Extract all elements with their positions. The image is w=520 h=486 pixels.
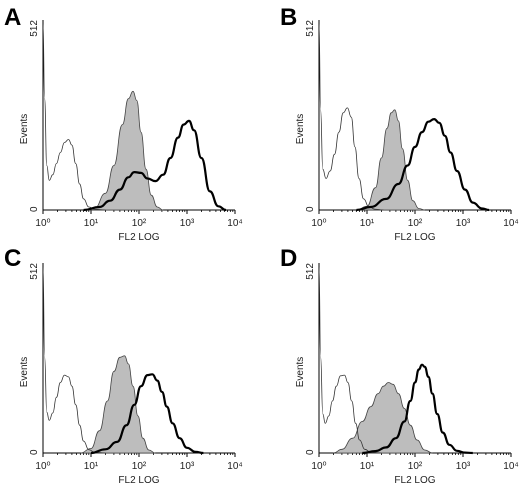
bold-outline-histogram bbox=[83, 119, 227, 212]
x-tick-label: 10⁴ bbox=[227, 461, 242, 472]
x-tick-label: 10¹ bbox=[360, 218, 375, 229]
gray-filled-histogram bbox=[86, 90, 164, 211]
y-tick-label: 0 bbox=[305, 449, 316, 455]
x-tick-label: 10⁴ bbox=[503, 461, 518, 472]
x-tick-label: 10⁰ bbox=[35, 218, 50, 229]
y-axis-label: Events bbox=[295, 114, 306, 145]
histogram-panel-d: D 10⁰ 10¹ 10² 10³ 10⁴ 512 0 FL2 LOG Events bbox=[266, 243, 520, 486]
x-tick-label: 10⁰ bbox=[311, 218, 326, 229]
histogram-b: 10⁰ 10¹ 10² 10³ 10⁴ 512 0 FL2 LOG Events bbox=[295, 20, 519, 243]
panel-label: B bbox=[280, 4, 298, 31]
x-tick-label: 10¹ bbox=[360, 461, 375, 472]
y-tick-label: 0 bbox=[29, 449, 40, 455]
histogram-panel-b: B 10⁰ 10¹ 10² 10³ 10⁴ 512 0 FL2 LOG Events bbox=[266, 0, 520, 244]
bold-outline-histogram bbox=[356, 117, 490, 212]
thin-outline-histogram bbox=[318, 267, 382, 454]
histogram-a: 10⁰ 10¹ 10² 10³ 10⁴ 512 0 FL2 LOG Events bbox=[19, 20, 243, 243]
y-tick-label: 0 bbox=[305, 206, 316, 212]
gray-filled-histogram bbox=[333, 382, 433, 454]
gray-filled-histogram bbox=[80, 355, 156, 454]
y-tick-label: 512 bbox=[29, 20, 40, 37]
panel-label: C bbox=[4, 245, 22, 272]
y-tick-label: 0 bbox=[29, 206, 40, 212]
histogram-panel-a: A 10⁰ 10¹ 10² 10³ 10⁴ 512 0 FL2 LOG Events bbox=[0, 0, 260, 244]
x-tick-label: 10³ bbox=[456, 218, 471, 229]
x-tick-label: 10¹ bbox=[84, 218, 99, 229]
x-tick-label: 10² bbox=[132, 218, 147, 229]
panel-label: A bbox=[4, 4, 22, 31]
thin-outline-histogram bbox=[318, 24, 384, 211]
x-tick-label: 10³ bbox=[180, 461, 195, 472]
x-tick-label: 10⁰ bbox=[311, 461, 326, 472]
x-axis-label: FL2 LOG bbox=[394, 475, 435, 486]
x-tick-label: 10² bbox=[408, 218, 423, 229]
y-axis-label: Events bbox=[19, 114, 30, 145]
panel-label: D bbox=[280, 245, 298, 272]
x-tick-label: 10³ bbox=[456, 461, 471, 472]
x-tick-label: 10⁴ bbox=[227, 218, 242, 229]
x-tick-label: 10¹ bbox=[84, 461, 99, 472]
y-tick-label: 512 bbox=[29, 263, 40, 280]
bold-outline-histogram bbox=[90, 373, 204, 455]
histogram-panel-c: C 10⁰ 10¹ 10² 10³ 10⁴ 512 0 FL2 LOG Events bbox=[0, 243, 260, 486]
histogram-d: 10⁰ 10¹ 10² 10³ 10⁴ 512 0 FL2 LOG Events bbox=[295, 263, 519, 486]
y-tick-label: 512 bbox=[305, 20, 316, 37]
x-axis-label: FL2 LOG bbox=[118, 475, 159, 486]
gray-filled-histogram bbox=[356, 109, 425, 211]
x-tick-label: 10³ bbox=[180, 218, 195, 229]
thin-outline-histogram bbox=[42, 24, 106, 211]
x-axis-label: FL2 LOG bbox=[394, 232, 435, 243]
x-tick-label: 10² bbox=[408, 461, 423, 472]
histogram-c: 10⁰ 10¹ 10² 10³ 10⁴ 512 0 FL2 LOG Events bbox=[19, 263, 243, 486]
y-axis-label: Events bbox=[295, 357, 306, 388]
x-tick-label: 10⁰ bbox=[35, 461, 50, 472]
y-axis-label: Events bbox=[19, 357, 30, 388]
x-tick-label: 10² bbox=[132, 461, 147, 472]
thin-outline-histogram bbox=[42, 267, 106, 454]
y-tick-label: 512 bbox=[305, 263, 316, 280]
bold-outline-histogram bbox=[362, 363, 473, 455]
x-tick-label: 10⁴ bbox=[503, 218, 518, 229]
x-axis-label: FL2 LOG bbox=[118, 232, 159, 243]
